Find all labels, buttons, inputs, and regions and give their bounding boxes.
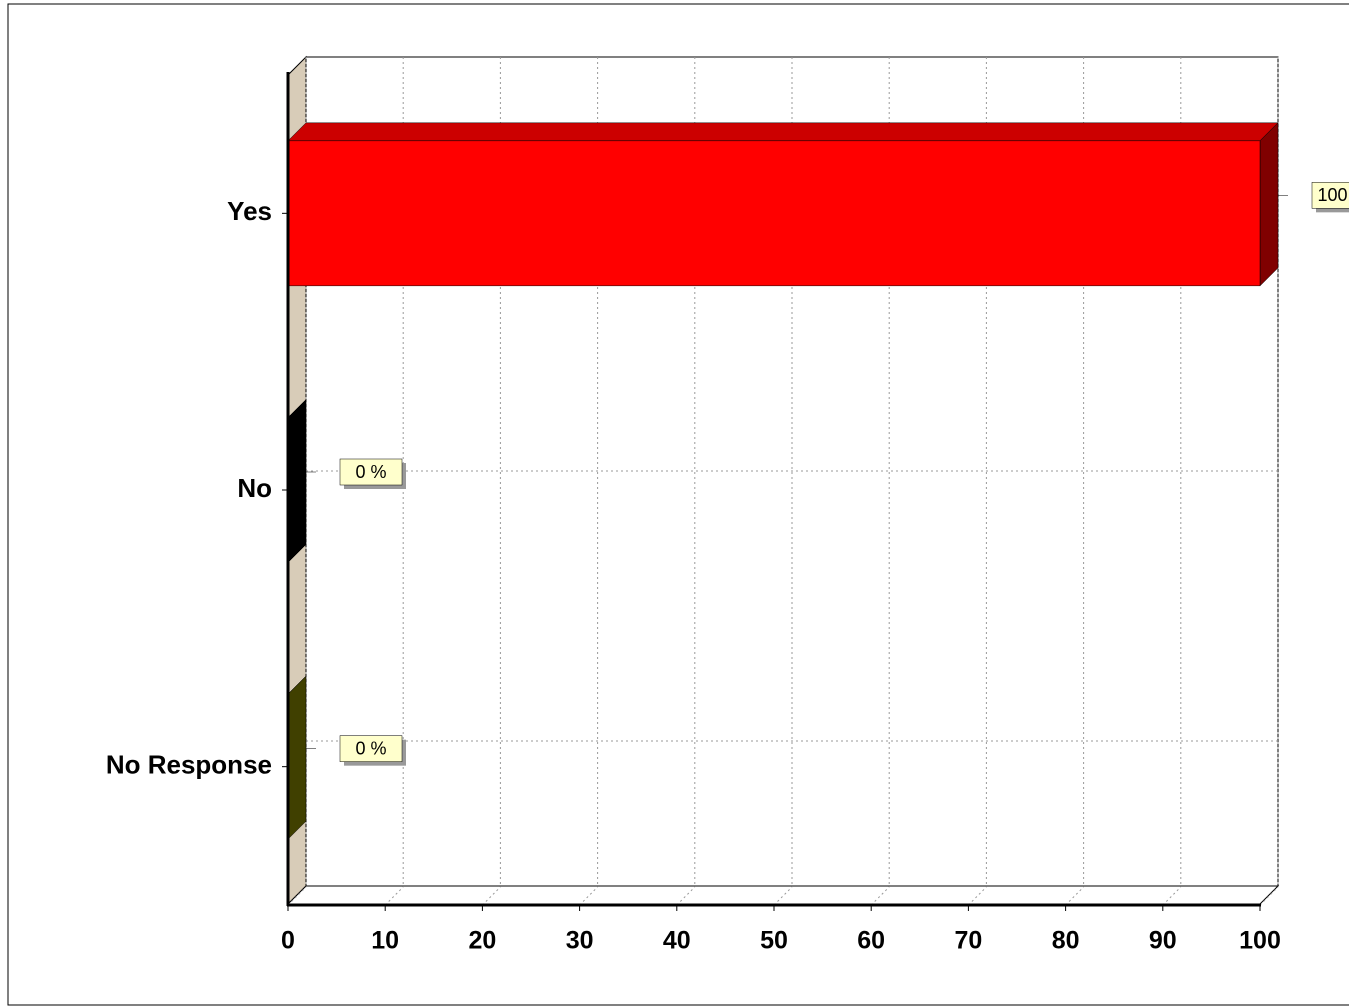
- floor: [286, 885, 1280, 905]
- bar: [287, 140, 1261, 287]
- floor-grid-line: [1162, 886, 1182, 906]
- x-tick-label: 100: [1239, 927, 1281, 955]
- floor-grid-line: [384, 886, 404, 906]
- floor-grid-line: [579, 886, 598, 906]
- x-tick-label: 60: [857, 927, 885, 955]
- value-label: 100 %: [1317, 185, 1349, 205]
- bar-side: [287, 675, 307, 840]
- value-label-box: [339, 458, 403, 486]
- floor-grid-line: [968, 886, 987, 906]
- bar-side: [1259, 122, 1279, 287]
- x-tick-label: 10: [371, 927, 399, 955]
- value-label-box: [339, 735, 403, 762]
- value-label-box: [1311, 182, 1349, 209]
- x-tick-label: 20: [468, 927, 496, 955]
- floor-grid-line: [1259, 886, 1279, 906]
- y-tick-label: No Response: [106, 750, 272, 780]
- floor-grid-line: [287, 886, 307, 906]
- value-label: 0 %: [355, 738, 386, 758]
- x-tick-label: 90: [1149, 927, 1177, 955]
- value-label: 0 %: [355, 462, 386, 482]
- floor-grid-line: [1065, 886, 1084, 906]
- bar-top: [287, 122, 1279, 142]
- chart-border: [7, 3, 1349, 1006]
- floor-grid-line: [482, 886, 501, 906]
- x-tick-label: 50: [760, 927, 788, 955]
- x-tick-label: 0: [281, 927, 295, 955]
- y-tick-label: Yes: [227, 196, 272, 226]
- bar-side: [287, 398, 307, 564]
- x-tick-label: 30: [566, 927, 594, 955]
- x-tick-label: 80: [1052, 927, 1080, 955]
- y-tick-label: No: [237, 473, 272, 503]
- x-tick-label: 70: [954, 927, 982, 955]
- x-tick-label: 40: [663, 927, 691, 955]
- floor-grid-line: [870, 886, 890, 906]
- floor-grid-line: [773, 886, 793, 906]
- floor-grid-line: [676, 886, 696, 906]
